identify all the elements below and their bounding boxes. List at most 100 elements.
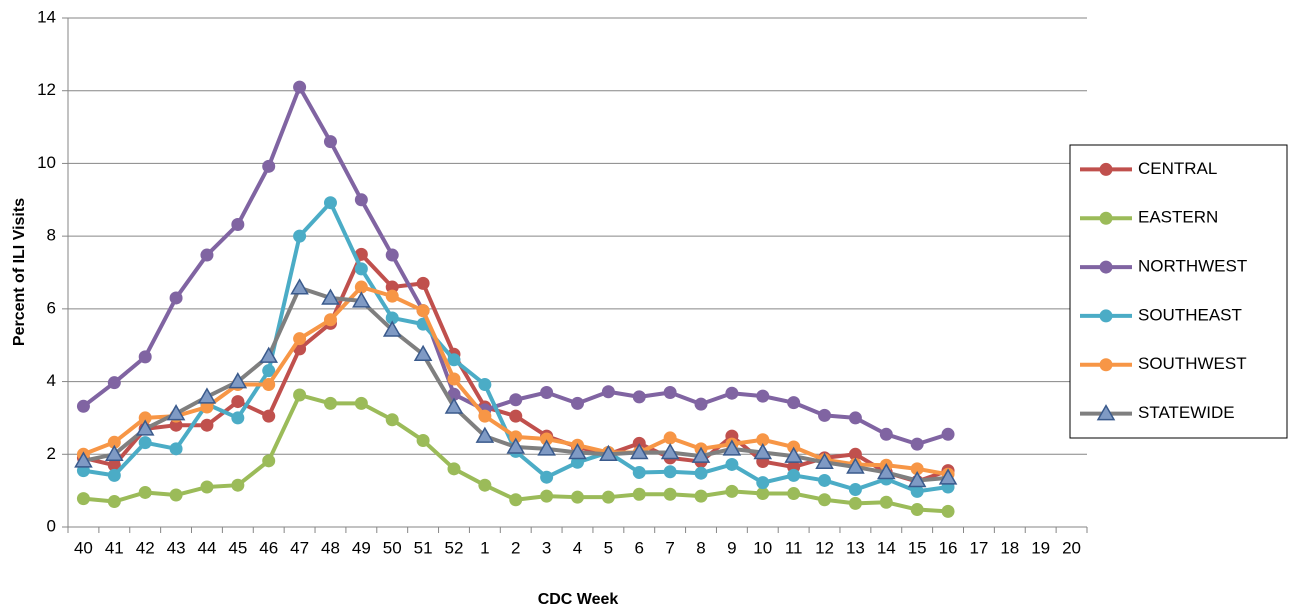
- point: [323, 196, 337, 210]
- point: [321, 288, 340, 305]
- point: [694, 466, 708, 480]
- x-tick-label: 45: [228, 538, 247, 557]
- point: [323, 135, 337, 149]
- point: [475, 426, 495, 443]
- point: [293, 229, 307, 243]
- x-tick-label: 8: [696, 538, 705, 557]
- point: [910, 462, 924, 476]
- point: [756, 476, 770, 490]
- point: [756, 433, 770, 447]
- point: [416, 304, 430, 318]
- point: [200, 248, 214, 262]
- legend-label: SOUTHWEST: [1138, 354, 1247, 373]
- x-tick-label: 41: [105, 538, 124, 557]
- point: [722, 439, 742, 456]
- point: [293, 80, 307, 94]
- point: [354, 396, 368, 410]
- x-tick-label: 7: [665, 538, 674, 557]
- point: [231, 478, 245, 492]
- point: [105, 444, 124, 462]
- point: [169, 442, 183, 456]
- point: [262, 364, 276, 378]
- point: [879, 427, 893, 441]
- point: [107, 468, 121, 482]
- point: [385, 413, 399, 427]
- x-tick-label: 18: [1000, 538, 1019, 557]
- point: [478, 478, 492, 492]
- point: [228, 372, 248, 389]
- point: [74, 451, 93, 468]
- point: [910, 437, 924, 451]
- point: [540, 470, 554, 484]
- legend-label: EASTERN: [1138, 208, 1218, 227]
- point: [1099, 211, 1113, 225]
- point: [632, 390, 646, 404]
- point: [753, 442, 773, 460]
- point: [601, 385, 615, 399]
- point: [848, 447, 862, 461]
- point: [138, 436, 152, 450]
- point: [941, 427, 955, 441]
- x-tick-label: 12: [815, 538, 834, 557]
- point: [784, 446, 803, 463]
- legend-label: CENTRAL: [1138, 159, 1217, 178]
- x-tick-label: 51: [414, 538, 433, 557]
- point: [169, 488, 183, 502]
- point: [663, 487, 677, 501]
- x-tick-label: 6: [635, 538, 644, 557]
- point: [509, 493, 523, 507]
- point: [290, 278, 309, 295]
- point: [293, 332, 307, 346]
- point: [385, 289, 399, 303]
- point: [107, 376, 121, 390]
- x-tick-label: 40: [74, 538, 93, 557]
- point: [231, 411, 245, 425]
- point: [879, 495, 893, 509]
- x-tick-label: 2: [511, 538, 520, 557]
- point: [663, 465, 677, 479]
- point: [413, 344, 433, 362]
- point: [787, 468, 801, 482]
- point: [1099, 358, 1113, 372]
- y-tick-label: 0: [47, 516, 56, 535]
- point: [787, 487, 801, 501]
- point: [848, 411, 862, 425]
- x-tick-label: 42: [136, 538, 155, 557]
- point: [259, 346, 279, 363]
- point: [818, 408, 832, 422]
- point: [385, 311, 399, 325]
- point: [632, 487, 646, 501]
- point: [138, 350, 152, 364]
- point: [599, 444, 618, 462]
- point: [135, 419, 155, 436]
- y-tick-label: 8: [47, 226, 56, 245]
- point: [262, 454, 276, 468]
- point: [200, 400, 214, 414]
- series: [76, 388, 955, 518]
- x-tick-label: 17: [969, 538, 988, 557]
- point: [818, 473, 832, 487]
- point: [385, 280, 399, 294]
- point: [632, 465, 646, 479]
- point: [910, 484, 924, 498]
- point: [200, 418, 214, 432]
- point: [938, 468, 958, 485]
- point: [447, 353, 461, 367]
- point: [1096, 404, 1116, 421]
- point: [323, 396, 337, 410]
- point: [169, 418, 183, 432]
- point: [76, 492, 90, 506]
- point: [138, 411, 152, 425]
- x-tick-label: 14: [877, 538, 896, 557]
- point: [848, 483, 862, 497]
- y-axis-title: Percent of ILI Visits: [11, 198, 28, 346]
- y-tick-label: 2: [47, 444, 56, 463]
- legend-label: STATEWIDE: [1138, 403, 1235, 422]
- point: [694, 397, 708, 411]
- x-tick-label: 20: [1062, 538, 1081, 557]
- point: [756, 389, 770, 403]
- x-tick-label: 9: [727, 538, 736, 557]
- legend-box: [1069, 144, 1288, 439]
- x-tick-label: 1: [480, 538, 489, 557]
